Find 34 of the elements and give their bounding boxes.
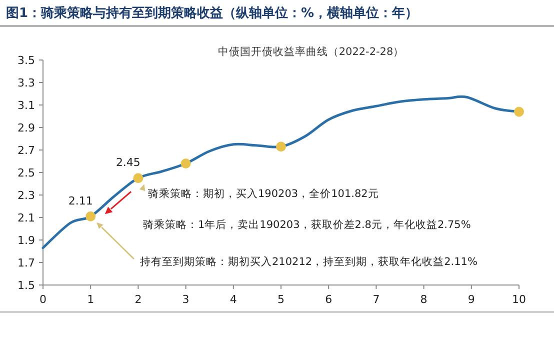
y-tick-label: 2.9	[18, 122, 35, 134]
x-tick-label: 3	[182, 293, 190, 306]
x-tick-label: 9	[468, 293, 475, 306]
point	[86, 211, 96, 222]
annotation: 骑乘策略：1年后，卖出190203，获取价差2.8元，年化收益2.75%	[143, 218, 471, 231]
point	[276, 142, 286, 152]
point	[180, 158, 191, 168]
y-tick-label: 1.9	[18, 234, 35, 247]
x-tick-label: 10	[512, 293, 526, 306]
point	[514, 106, 524, 117]
data-label: 2.45	[116, 156, 140, 170]
y-tick-label: 3.3	[18, 76, 35, 90]
annotation: 持有至到期策略：期初买入210212，持至到期，获取年化收益2.11%	[140, 255, 478, 268]
x-tick-label: 4	[230, 293, 237, 306]
data-label: 2.11	[68, 194, 93, 208]
y-tick-label: 2.5	[18, 166, 35, 180]
x-tick-label: 7	[372, 293, 380, 306]
point	[133, 173, 144, 184]
x-tick-label: 0	[40, 293, 46, 306]
y-tick-label: 1.5	[18, 279, 35, 292]
x-tick-label: 8	[420, 293, 428, 306]
annotation: 骑乘策略：期初，买入190203，全价101.82元	[148, 187, 379, 200]
chart-subtitle: 中债国开债收益率曲线（2022-2-28）	[218, 45, 404, 58]
y-tick-label: 2.1	[18, 212, 35, 224]
x-tick-label: 2	[134, 293, 142, 306]
y-tick-label: 2.7	[18, 144, 35, 157]
y-tick-label: 2.3	[18, 189, 35, 202]
chart-title: 图1：骑乘策略与持有至到期策略收益（纵轴单位：%，横轴单位：年）	[6, 5, 418, 21]
x-tick-label: 1	[87, 293, 94, 306]
x-tick-label: 6	[325, 293, 332, 306]
y-tick-label: 3.5	[18, 54, 35, 67]
y-tick-label: 1.7	[18, 256, 35, 270]
x-tick-label: 5	[278, 293, 284, 306]
y-tick-label: 3.1	[18, 99, 35, 112]
